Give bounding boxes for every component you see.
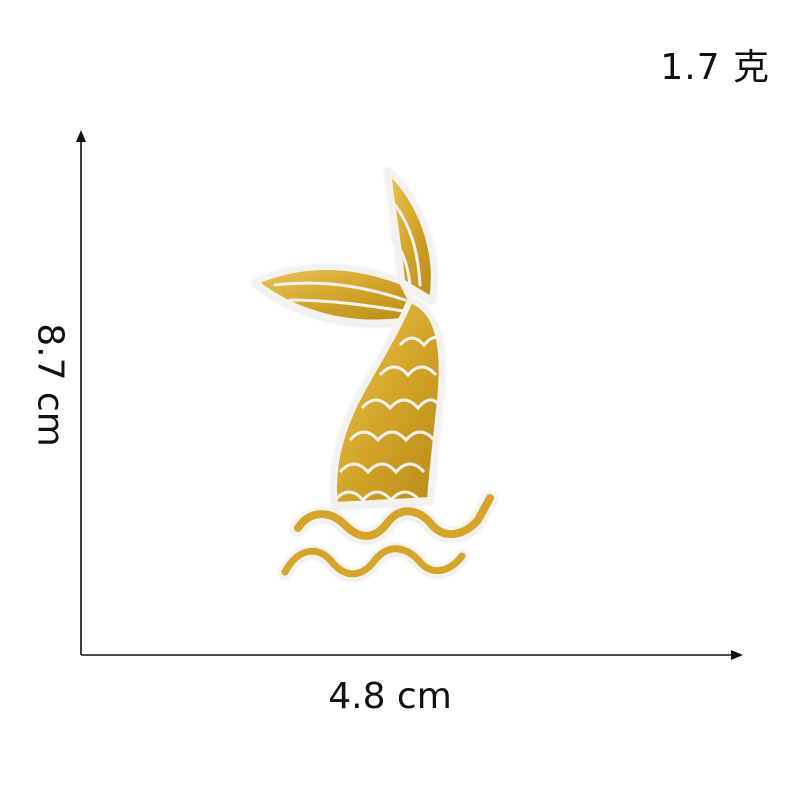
weight-label: 1.7 克	[660, 47, 770, 88]
width-dimension-label: 4.8 cm	[328, 676, 452, 717]
mermaid-tail-patch	[252, 167, 497, 580]
fin-stripes	[273, 203, 422, 314]
left-fin	[252, 264, 423, 326]
dimension-axes	[76, 130, 743, 660]
tail-body	[331, 297, 445, 508]
horizontal-axis-arrowhead	[731, 650, 743, 660]
tail-scales	[333, 336, 444, 503]
vertical-axis-arrowhead	[76, 130, 86, 142]
